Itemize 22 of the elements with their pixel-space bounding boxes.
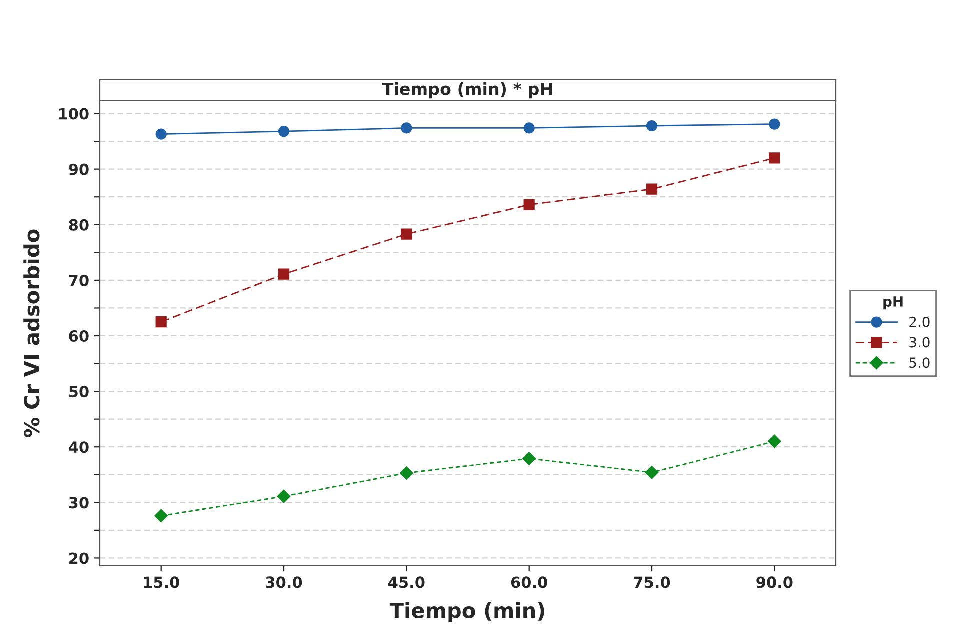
x-tick-label: 15.0 bbox=[144, 576, 180, 588]
y-tick-label: 70 bbox=[69, 274, 89, 286]
legend-label: 3.0 bbox=[910, 337, 930, 348]
chart-title: Tiempo (min) * pH bbox=[382, 82, 552, 99]
y-tick-label: 90 bbox=[69, 164, 89, 176]
y-axis-title: % Cr VI adsorbido bbox=[24, 230, 40, 438]
x-tick-label: 60.0 bbox=[511, 576, 548, 588]
y-tick-label: 20 bbox=[70, 552, 89, 564]
x-tick-label: 90.0 bbox=[756, 576, 793, 588]
x-tick-label: 30.0 bbox=[266, 576, 302, 588]
y-tick-label: 80 bbox=[69, 219, 89, 231]
x-axis-title: Tiempo (min) bbox=[390, 602, 544, 622]
legend-label: 2.0 bbox=[910, 316, 930, 328]
legend-title: pH bbox=[884, 296, 903, 310]
y-tick-label: 40 bbox=[69, 442, 89, 454]
x-tick-label: 75.0 bbox=[634, 576, 670, 588]
y-tick-label: 30 bbox=[69, 497, 89, 509]
y-tick-label: 100 bbox=[59, 108, 89, 120]
y-tick-label: 50 bbox=[70, 386, 89, 398]
y-tick-label: 60 bbox=[69, 330, 89, 342]
x-tick-label: 45.0 bbox=[388, 576, 425, 588]
legend-label: 5.0 bbox=[910, 358, 930, 368]
